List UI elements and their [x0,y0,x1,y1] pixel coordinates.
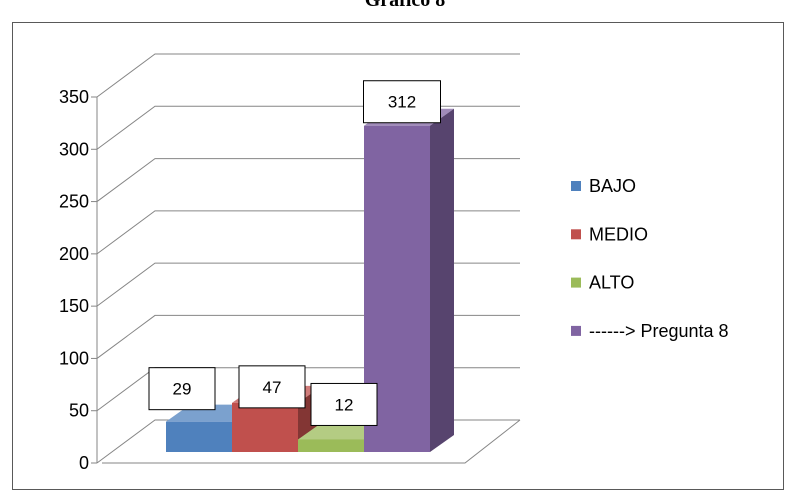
data-label-box [238,365,306,409]
data-label-pregunta-8: 312 [388,93,416,112]
chart-title: Gráfico 8 [365,0,446,11]
gridline [96,53,520,98]
y-tick-label: 150 [59,296,89,316]
legend-label-bajo: BAJO [589,176,636,196]
y-tick-label: 300 [59,139,89,159]
y-tick-label: 50 [69,401,89,421]
legend-swatch-medio [571,229,581,240]
legend-swatch-alto [571,277,581,288]
data-label-box [363,80,441,124]
legend-label-pregunta-8: ------> Pregunta 8 [589,321,729,341]
bar-alto [298,439,364,452]
legend-label-medio: MEDIO [589,224,648,244]
data-label-bajo: 29 [173,380,192,399]
y-axis: 0 50 100 150 200 250 300 350 [59,87,98,473]
y-tick-label: 200 [59,244,89,264]
legend-swatch-bajo [571,181,581,191]
legend: BAJO MEDIO ALTO ------> Pregunta 8 [571,176,729,341]
bar-medio [232,402,298,452]
legend-swatch-pregunta-8 [571,325,581,336]
data-label-medio: 47 [263,378,282,397]
data-label-box [148,367,216,411]
y-tick-label: 0 [79,453,89,473]
data-label-alto: 12 [335,395,354,414]
data-labels: 29 47 12 312 [148,80,441,426]
floor-edge [102,419,521,464]
y-tick-label: 100 [59,348,89,368]
y-tick-label: 250 [59,192,89,212]
y-tick-label: 350 [59,87,89,107]
bar-bajo [166,421,232,452]
bar-side-pregunta-8 [430,108,454,452]
data-label-box [310,382,378,426]
legend-label-alto: ALTO [589,273,634,293]
